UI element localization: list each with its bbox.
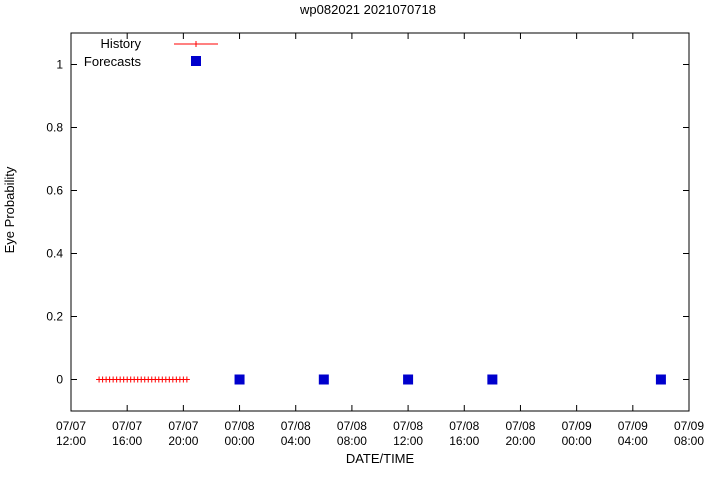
y-tick-label: 0.8 [46,121,63,135]
data-points [96,374,666,385]
forecast-point-marker [403,374,414,385]
y-axis-label: Eye Probability [2,166,17,253]
x-tick-time-label: 16:00 [112,434,142,448]
y-tick-label: 1 [56,58,63,72]
legend: History Forecasts [84,36,218,69]
x-tick-date-label: 07/09 [562,419,592,433]
y-tick-label: 0.4 [46,247,63,261]
history-line-sample [174,41,218,47]
forecast-point-marker [487,374,498,385]
plot-border [70,32,690,412]
forecast-sample-marker [191,56,201,66]
forecast-point-marker [318,374,329,385]
x-axis-label: DATE/TIME [346,451,415,466]
x-tick-date-label: 07/09 [618,419,648,433]
x-tick-date-label: 07/08 [281,419,311,433]
y-tick-label: 0.6 [46,184,63,198]
x-tick-date-label: 07/09 [674,419,704,433]
forecast-point-marker [234,374,245,385]
forecast-square-sample [191,56,201,66]
x-tick-time-label: 04:00 [618,434,648,448]
axis-ticks: 07/0712:0007/0716:0007/0720:0007/0800:00… [46,33,704,448]
x-tick-time-label: 00:00 [562,434,592,448]
x-tick-time-label: 20:00 [505,434,535,448]
x-tick-date-label: 07/08 [225,419,255,433]
x-tick-time-label: 04:00 [281,434,311,448]
x-tick-date-label: 07/08 [337,419,367,433]
x-tick-date-label: 07/07 [168,419,198,433]
history-point-marker [183,376,190,383]
x-tick-time-label: 00:00 [225,434,255,448]
x-tick-date-label: 07/07 [112,419,142,433]
x-tick-date-label: 07/08 [393,419,423,433]
legend-label-history: History [101,36,142,51]
history-sample-marker [193,41,199,47]
x-tick-date-label: 07/08 [449,419,479,433]
forecast-point-marker [655,374,666,385]
y-tick-label: 0.2 [46,310,63,324]
x-tick-time-label: 12:00 [393,434,423,448]
x-tick-date-label: 07/08 [505,419,535,433]
x-tick-time-label: 16:00 [449,434,479,448]
y-tick-label: 0 [56,373,63,387]
legend-label-forecasts: Forecasts [84,54,142,69]
x-tick-date-label: 07/07 [56,419,86,433]
x-tick-time-label: 20:00 [168,434,198,448]
x-tick-time-label: 12:00 [56,434,86,448]
x-tick-time-label: 08:00 [337,434,367,448]
chart-title: wp082021 2021070718 [299,2,436,17]
x-tick-time-label: 08:00 [674,434,704,448]
